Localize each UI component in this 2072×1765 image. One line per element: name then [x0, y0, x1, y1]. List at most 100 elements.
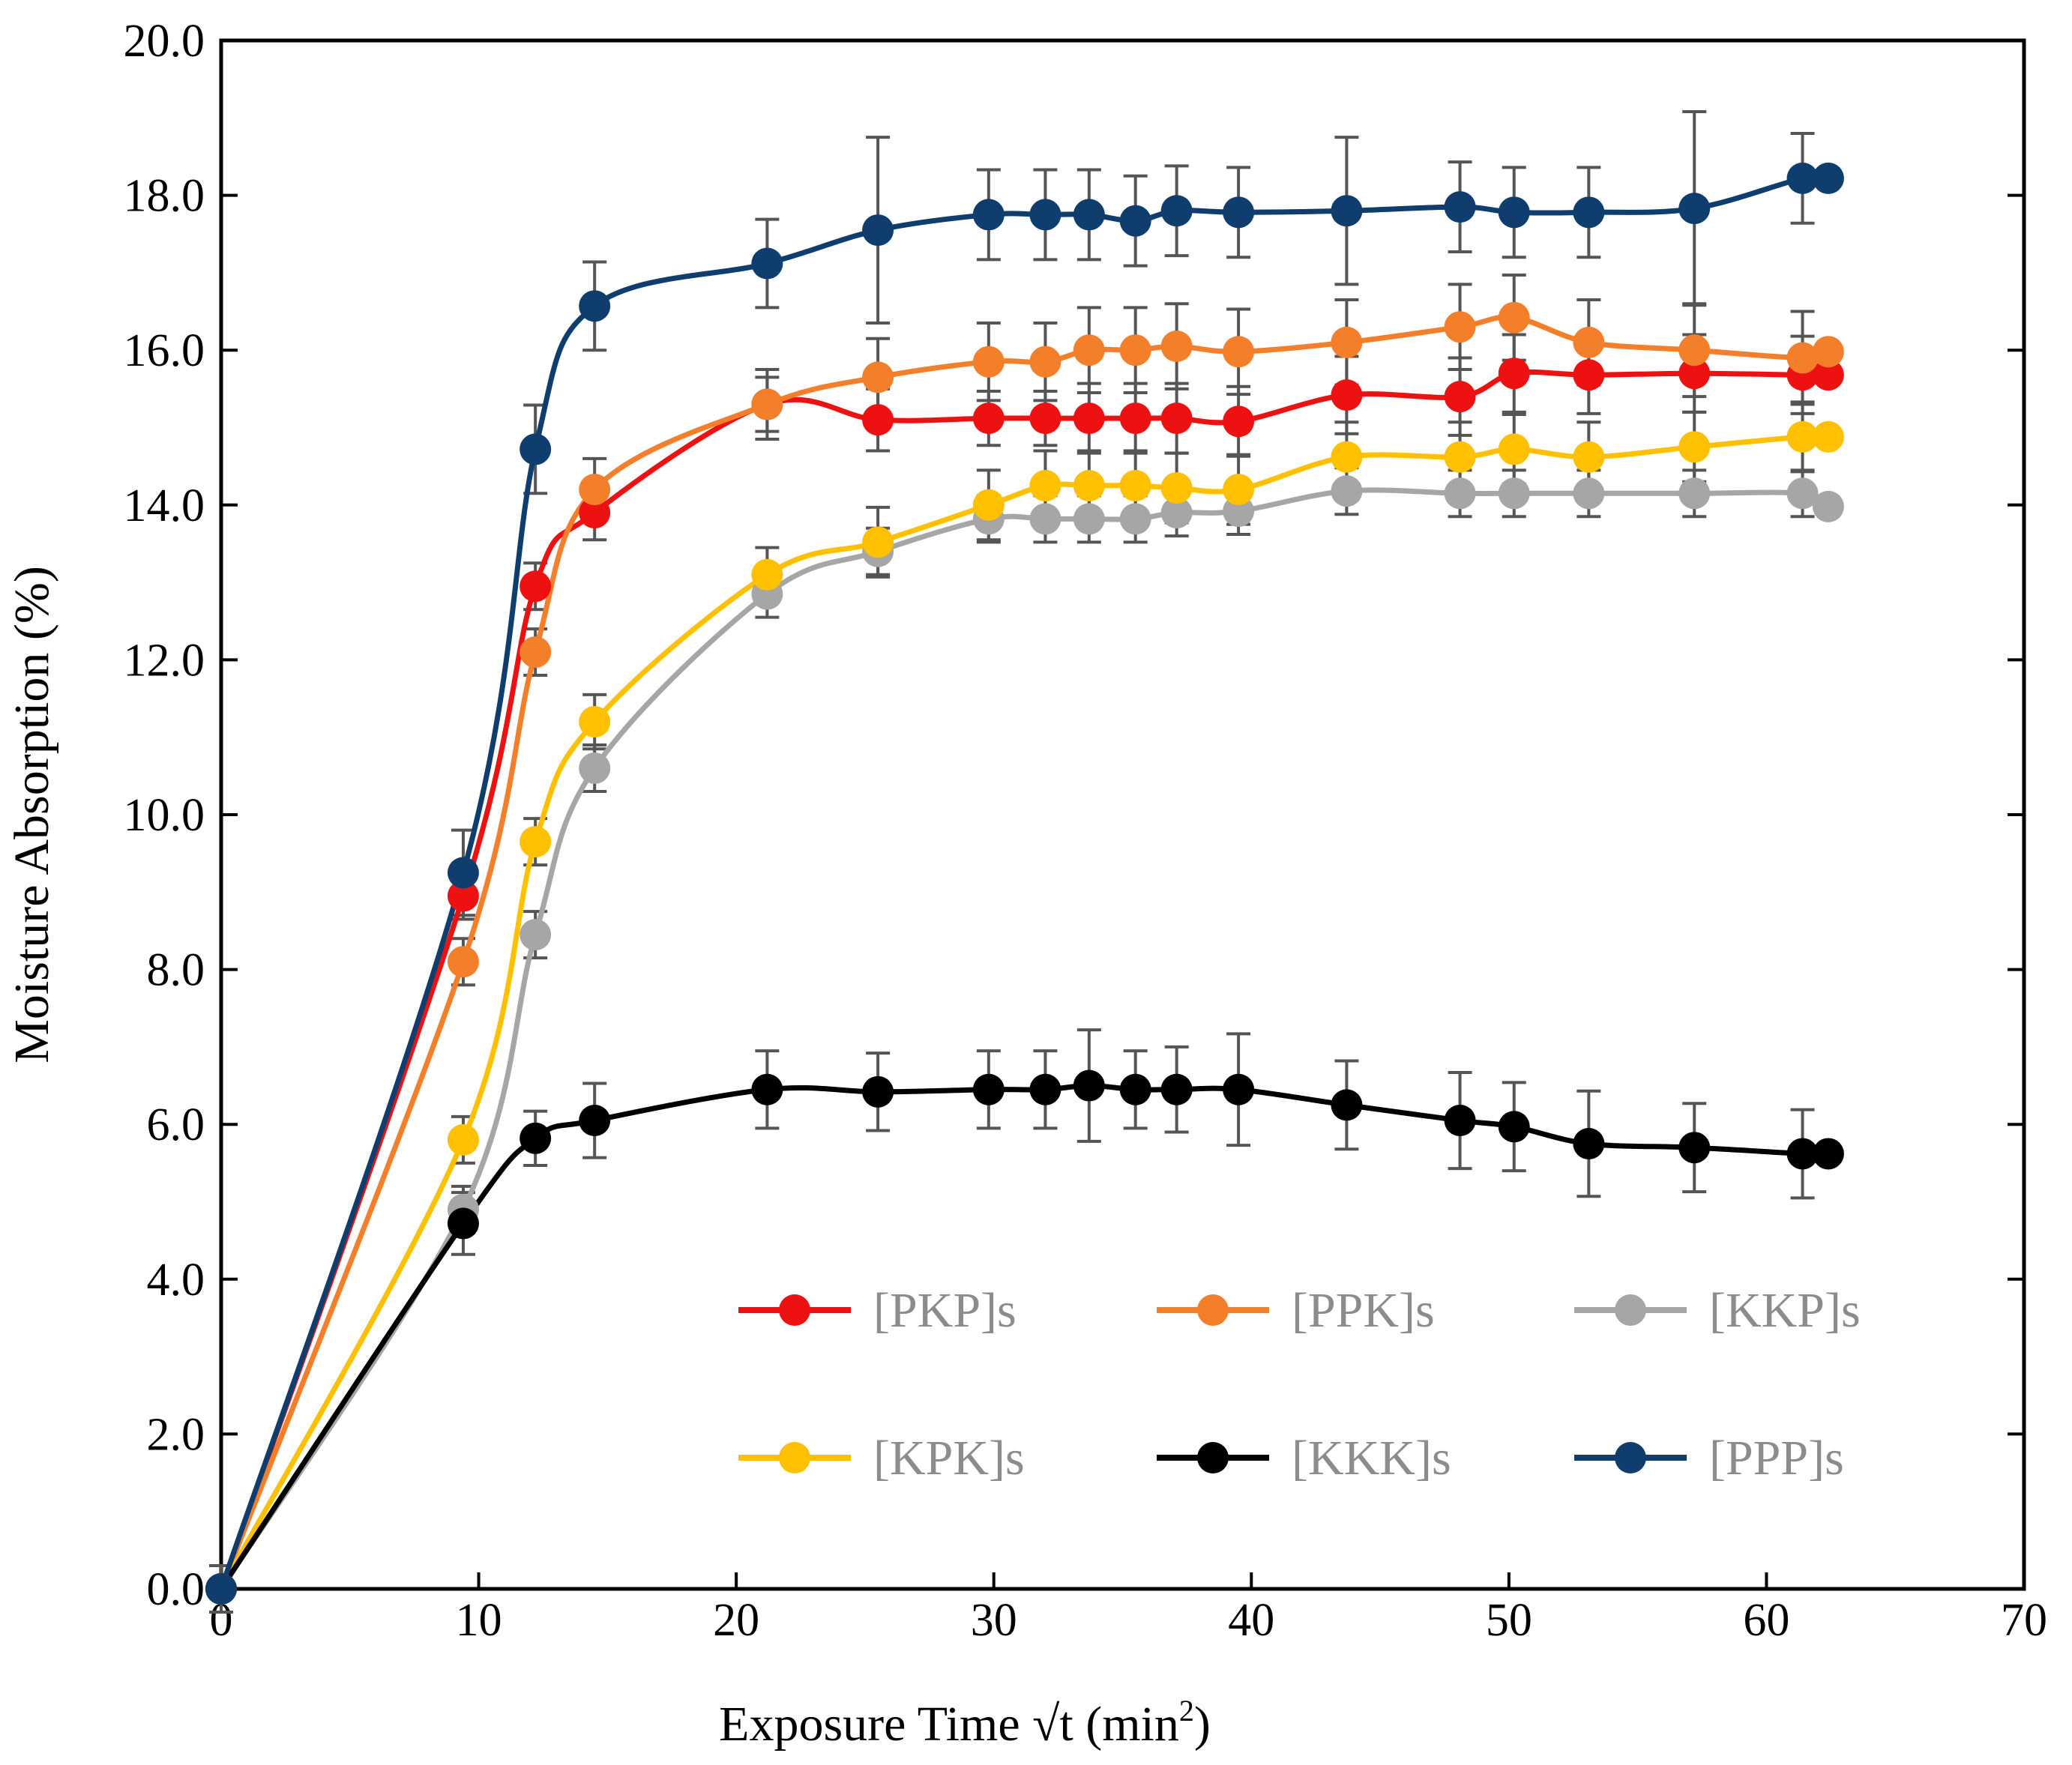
data-point	[1331, 475, 1363, 507]
legend-label: [PKP]s	[873, 1283, 1017, 1338]
data-point	[751, 1073, 783, 1105]
legend-label: [KPK]s	[873, 1431, 1025, 1485]
data-point	[519, 433, 552, 465]
data-point	[1573, 441, 1605, 473]
data-point	[579, 752, 611, 785]
data-point	[1029, 346, 1061, 378]
data-point	[1029, 469, 1061, 501]
data-point	[1812, 420, 1844, 453]
data-point	[751, 388, 783, 420]
data-point	[1573, 477, 1605, 510]
data-point	[1444, 381, 1476, 413]
data-point	[972, 1073, 1005, 1105]
data-point	[519, 919, 552, 951]
data-point	[1498, 357, 1530, 390]
data-point	[1119, 334, 1151, 366]
data-point	[579, 497, 611, 529]
data-point	[972, 489, 1005, 521]
data-point	[1331, 195, 1363, 227]
data-point	[1223, 495, 1255, 528]
legend-label: [PPP]s	[1709, 1431, 1844, 1485]
x-tick-label: 70	[2001, 1595, 2047, 1646]
data-point	[862, 1075, 894, 1108]
x-tick-label: 40	[1228, 1595, 1274, 1646]
data-point	[1119, 503, 1151, 535]
y-tick-label: 18.0	[124, 171, 205, 222]
data-point	[1812, 490, 1844, 522]
data-point	[447, 946, 479, 978]
data-point	[972, 199, 1005, 231]
data-point	[1073, 503, 1105, 535]
data-point	[579, 1105, 611, 1137]
data-point	[1678, 334, 1711, 366]
data-point	[751, 558, 783, 591]
legend: [PKP]s [PPK]s [KKP]s [KPK]s [KKK]s [PPP]s	[738, 1283, 1861, 1485]
y-tick-label: 4.0	[147, 1255, 205, 1306]
data-point	[1029, 402, 1061, 435]
data-point	[1029, 199, 1061, 231]
data-point	[1160, 331, 1193, 363]
data-point	[1786, 420, 1819, 453]
y-tick-label: 16.0	[124, 325, 205, 376]
y-tick-label: 6.0	[147, 1099, 205, 1150]
plot-frame	[219, 38, 2026, 1591]
legend-marker	[1615, 1294, 1646, 1326]
data-point	[862, 526, 894, 558]
data-point	[447, 1123, 479, 1156]
data-point	[1223, 196, 1255, 229]
y-tick-label: 8.0	[147, 945, 205, 996]
data-point	[579, 474, 611, 506]
legend-label: [KKK]s	[1292, 1431, 1451, 1485]
series-line	[219, 487, 1831, 1590]
x-tick-label: 60	[1743, 1595, 1789, 1646]
data-point	[1223, 474, 1255, 506]
data-point	[972, 346, 1005, 378]
legend-marker	[1615, 1442, 1646, 1473]
data-point	[1029, 503, 1061, 535]
data-point	[1444, 311, 1476, 343]
legend-marker	[779, 1294, 810, 1326]
data-point	[1119, 402, 1151, 435]
y-tick-label: 14.0	[124, 480, 205, 531]
data-point	[1029, 1073, 1061, 1105]
y-tick-label: 2.0	[147, 1409, 205, 1460]
x-tick-label: 30	[971, 1595, 1017, 1646]
data-point	[1160, 472, 1193, 504]
data-point	[579, 290, 611, 322]
data-point	[1678, 357, 1711, 390]
data-point	[1444, 441, 1476, 473]
data-point	[1331, 379, 1363, 411]
x-axis-title: Exposure Time √t (min2)	[719, 1694, 1211, 1752]
data-point	[1678, 431, 1711, 463]
series-line	[218, 433, 1829, 1590]
data-point	[1786, 342, 1819, 374]
x-tick-label: 10	[456, 1595, 502, 1646]
data-point	[1573, 1128, 1605, 1160]
data-point	[1678, 477, 1711, 510]
data-point	[1160, 195, 1193, 227]
data-point	[1812, 336, 1844, 368]
x-tick-label: 50	[1486, 1595, 1532, 1646]
data-point	[1786, 1138, 1819, 1170]
data-point	[519, 1122, 552, 1154]
data-point	[1573, 359, 1605, 391]
axis-ticks: 0 10 20 30 40 50 60 700.02.04.06.08.010.012.014…	[124, 16, 2048, 1646]
data-point	[1678, 1132, 1711, 1164]
data-point	[519, 570, 552, 603]
data-point	[862, 404, 894, 436]
legend-marker	[1197, 1442, 1229, 1473]
data-point	[1073, 1069, 1105, 1102]
data-point	[579, 706, 611, 738]
data-point	[1444, 1105, 1476, 1137]
legend-marker	[1197, 1294, 1229, 1326]
data-point	[1160, 402, 1193, 435]
y-tick-label: 0.0	[147, 1564, 205, 1615]
data-point	[1160, 497, 1193, 529]
data-point	[1444, 477, 1476, 510]
data-point	[972, 402, 1005, 435]
data-point	[1223, 1073, 1255, 1105]
data-point	[1573, 196, 1605, 229]
data-point	[1331, 326, 1363, 358]
data-point	[1678, 193, 1711, 225]
